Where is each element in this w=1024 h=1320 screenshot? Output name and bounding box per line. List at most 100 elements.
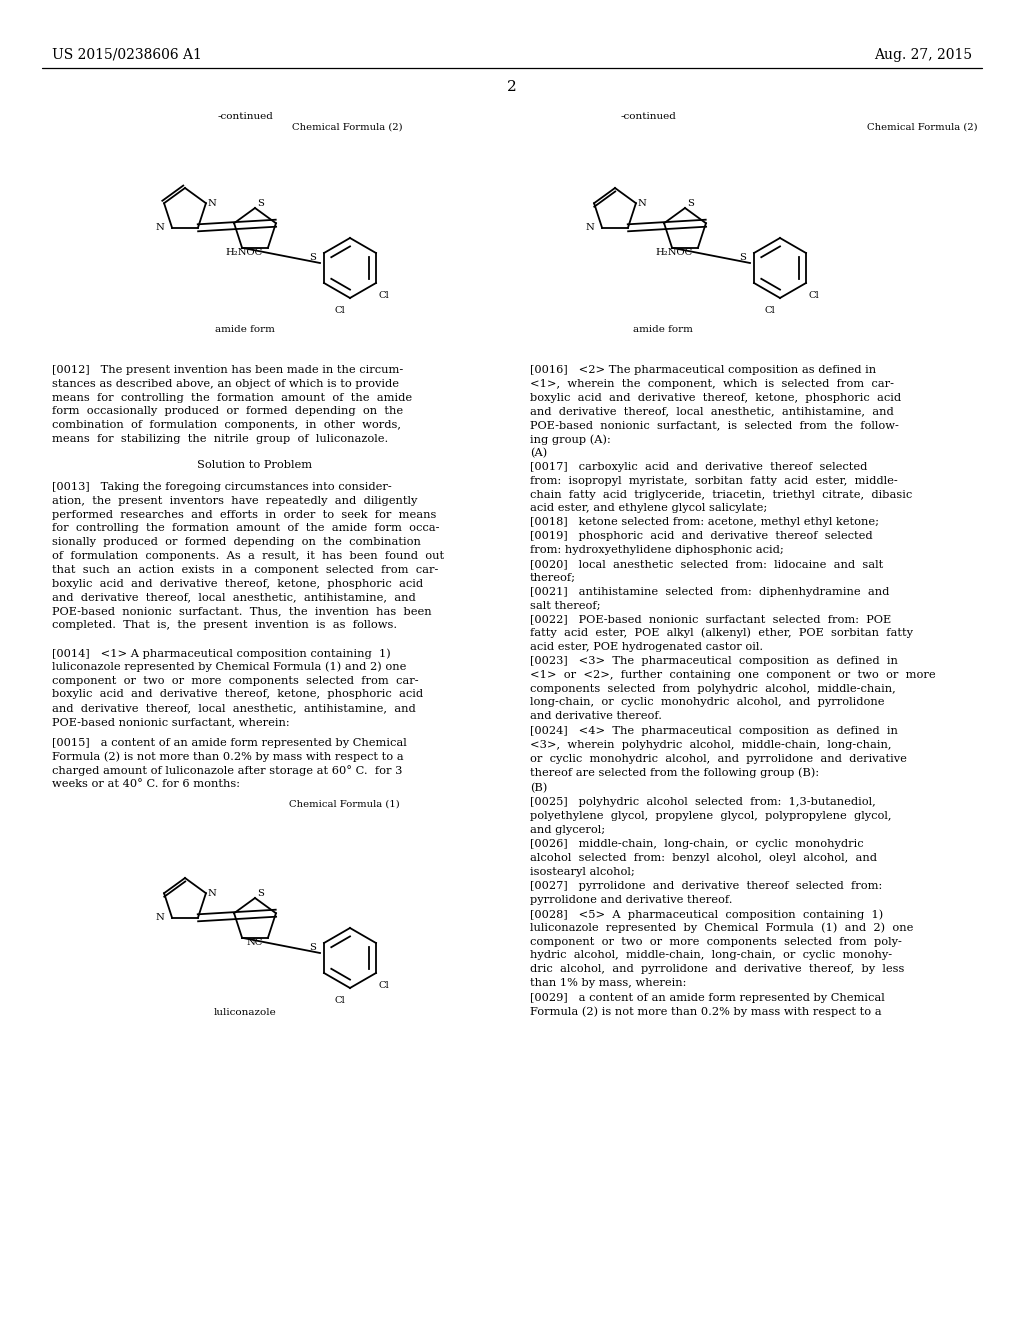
Text: [0021]   antihistamine  selected  from:  diphenhydramine  and: [0021] antihistamine selected from: diph…	[530, 587, 890, 597]
Text: POE-based nonionic surfactant, wherein:: POE-based nonionic surfactant, wherein:	[52, 717, 290, 727]
Text: [0027]   pyrrolidone  and  derivative  thereof  selected  from:: [0027] pyrrolidone and derivative thereo…	[530, 880, 883, 891]
Text: long-chain,  or  cyclic  monohydric  alcohol,  and  pyrrolidone: long-chain, or cyclic monohydric alcohol…	[530, 697, 885, 708]
Text: Formula (2) is not more than 0.2% by mass with respect to a: Formula (2) is not more than 0.2% by mas…	[52, 752, 403, 763]
Text: Aug. 27, 2015: Aug. 27, 2015	[873, 48, 972, 62]
Text: components  selected  from  polyhydric  alcohol,  middle-chain,: components selected from polyhydric alco…	[530, 684, 896, 693]
Text: amide form: amide form	[633, 325, 693, 334]
Text: [0022]   POE-based  nonionic  surfactant  selected  from:  POE: [0022] POE-based nonionic surfactant sel…	[530, 614, 891, 624]
Text: <1>  or  <2>,  further  containing  one  component  or  two  or  more: <1> or <2>, further containing one compo…	[530, 669, 936, 680]
Text: Chemical Formula (2): Chemical Formula (2)	[867, 123, 978, 132]
Text: alcohol  selected  from:  benzyl  alcohol,  oleyl  alcohol,  and: alcohol selected from: benzyl alcohol, o…	[530, 853, 877, 863]
Text: 2: 2	[507, 81, 517, 94]
Text: S: S	[739, 253, 746, 263]
Text: means  for  stabilizing  the  nitrile  group  of  luliconazole.: means for stabilizing the nitrile group …	[52, 434, 388, 444]
Text: Chemical Formula (2): Chemical Formula (2)	[293, 123, 403, 132]
Text: Cl: Cl	[379, 981, 390, 990]
Text: Formula (2) is not more than 0.2% by mass with respect to a: Formula (2) is not more than 0.2% by mas…	[530, 1007, 882, 1018]
Text: N: N	[208, 888, 217, 898]
Text: N: N	[208, 199, 217, 207]
Text: chain  fatty  acid  triglyceride,  triacetin,  triethyl  citrate,  dibasic: chain fatty acid triglyceride, triacetin…	[530, 490, 912, 499]
Text: combination  of  formulation  components,  in  other  words,: combination of formulation components, i…	[52, 420, 401, 430]
Text: component  or  two  or  more  components  selected  from  car-: component or two or more components sele…	[52, 676, 419, 685]
Text: and  derivative  thereof,  local  anesthetic,  antihistamine,  and: and derivative thereof, local anesthetic…	[530, 407, 894, 416]
Text: N: N	[156, 913, 164, 923]
Text: stances as described above, an object of which is to provide: stances as described above, an object of…	[52, 379, 399, 389]
Text: hydric  alcohol,  middle-chain,  long-chain,  or  cyclic  monohy-: hydric alcohol, middle-chain, long-chain…	[530, 950, 892, 961]
Text: for  controlling  the  formation  amount  of  the  amide  form  occa-: for controlling the formation amount of …	[52, 524, 439, 533]
Text: Cl: Cl	[764, 306, 775, 315]
Text: luliconazole represented by Chemical Formula (1) and 2) one: luliconazole represented by Chemical For…	[52, 661, 407, 672]
Text: luliconazole  represented  by  Chemical  Formula  (1)  and  2)  one: luliconazole represented by Chemical For…	[530, 923, 913, 933]
Text: performed  researches  and  efforts  in  order  to  seek  for  means: performed researches and efforts in orde…	[52, 510, 436, 520]
Text: NC: NC	[247, 939, 263, 948]
Text: form  occasionally  produced  or  formed  depending  on  the: form occasionally produced or formed dep…	[52, 407, 403, 416]
Text: POE-based  nonionic  surfactant,  is  selected  from  the  follow-: POE-based nonionic surfactant, is select…	[530, 420, 899, 430]
Text: that  such  an  action  exists  in  a  component  selected  from  car-: that such an action exists in a componen…	[52, 565, 438, 574]
Text: thereof;: thereof;	[530, 573, 575, 583]
Text: acid ester, POE hydrogenated castor oil.: acid ester, POE hydrogenated castor oil.	[530, 642, 763, 652]
Text: [0023]   <3>  The  pharmaceutical  composition  as  defined  in: [0023] <3> The pharmaceutical compositio…	[530, 656, 898, 667]
Text: charged amount of luliconazole after storage at 60° C.  for 3: charged amount of luliconazole after sto…	[52, 766, 402, 776]
Text: luliconazole: luliconazole	[214, 1008, 276, 1016]
Text: and  derivative  thereof,  local  anesthetic,  antihistamine,  and: and derivative thereof, local anesthetic…	[52, 593, 416, 602]
Text: boxylic  acid  and  derivative  thereof,  ketone,  phosphoric  acid: boxylic acid and derivative thereof, ket…	[530, 392, 901, 403]
Text: or  cyclic  monohydric  alcohol,  and  pyrrolidone  and  derivative: or cyclic monohydric alcohol, and pyrrol…	[530, 754, 907, 763]
Text: boxylic  acid  and  derivative  thereof,  ketone,  phosphoric  acid: boxylic acid and derivative thereof, ket…	[52, 689, 423, 700]
Text: S: S	[309, 944, 316, 953]
Text: POE-based  nonionic  surfactant.  Thus,  the  invention  has  been: POE-based nonionic surfactant. Thus, the…	[52, 606, 432, 616]
Text: [0013]   Taking the foregoing circumstances into consider-: [0013] Taking the foregoing circumstance…	[52, 482, 392, 492]
Text: sionally  produced  or  formed  depending  on  the  combination: sionally produced or formed depending on…	[52, 537, 421, 548]
Text: [0012]   The present invention has been made in the circum-: [0012] The present invention has been ma…	[52, 366, 403, 375]
Text: completed.  That  is,  the  present  invention  is  as  follows.: completed. That is, the present inventio…	[52, 620, 397, 630]
Text: Cl: Cl	[809, 290, 820, 300]
Text: (A): (A)	[530, 447, 547, 458]
Text: N: N	[638, 199, 647, 207]
Text: [0028]   <5>  A  pharmaceutical  composition  containing  1): [0028] <5> A pharmaceutical composition …	[530, 909, 884, 920]
Text: than 1% by mass, wherein:: than 1% by mass, wherein:	[530, 978, 686, 987]
Text: -continued: -continued	[217, 112, 273, 121]
Text: [0019]   phosphoric  acid  and  derivative  thereof  selected: [0019] phosphoric acid and derivative th…	[530, 531, 872, 541]
Text: amide form: amide form	[215, 325, 274, 334]
Text: (B): (B)	[530, 783, 548, 793]
Text: dric  alcohol,  and  pyrrolidone  and  derivative  thereof,  by  less: dric alcohol, and pyrrolidone and deriva…	[530, 964, 904, 974]
Text: N: N	[586, 223, 594, 232]
Text: and derivative thereof.: and derivative thereof.	[530, 711, 662, 721]
Text: Cl: Cl	[334, 306, 345, 315]
Text: [0018]   ketone selected from: acetone, methyl ethyl ketone;: [0018] ketone selected from: acetone, me…	[530, 517, 879, 527]
Text: means  for  controlling  the  formation  amount  of  the  amide: means for controlling the formation amou…	[52, 392, 412, 403]
Text: pyrrolidone and derivative thereof.: pyrrolidone and derivative thereof.	[530, 895, 732, 904]
Text: Cl: Cl	[334, 997, 345, 1005]
Text: [0026]   middle-chain,  long-chain,  or  cyclic  monohydric: [0026] middle-chain, long-chain, or cycl…	[530, 840, 863, 849]
Text: Solution to Problem: Solution to Problem	[198, 459, 312, 470]
Text: component  or  two  or  more  components  selected  from  poly-: component or two or more components sele…	[530, 937, 902, 946]
Text: S: S	[687, 198, 694, 207]
Text: salt thereof;: salt thereof;	[530, 601, 600, 611]
Text: and glycerol;: and glycerol;	[530, 825, 605, 834]
Text: from:  isopropyl  myristate,  sorbitan  fatty  acid  ester,  middle-: from: isopropyl myristate, sorbitan fatt…	[530, 475, 898, 486]
Text: isostearyl alcohol;: isostearyl alcohol;	[530, 867, 635, 876]
Text: -continued: -continued	[621, 112, 676, 121]
Text: H₂NOC: H₂NOC	[225, 248, 263, 257]
Text: from: hydroxyethylidene diphosphonic acid;: from: hydroxyethylidene diphosphonic aci…	[530, 545, 783, 554]
Text: fatty  acid  ester,  POE  alkyl  (alkenyl)  ether,  POE  sorbitan  fatty: fatty acid ester, POE alkyl (alkenyl) et…	[530, 628, 913, 639]
Text: weeks or at 40° C. for 6 months:: weeks or at 40° C. for 6 months:	[52, 779, 240, 789]
Text: N: N	[156, 223, 164, 232]
Text: boxylic  acid  and  derivative  thereof,  ketone,  phosphoric  acid: boxylic acid and derivative thereof, ket…	[52, 578, 423, 589]
Text: of  formulation  components.  As  a  result,  it  has  been  found  out: of formulation components. As a result, …	[52, 550, 444, 561]
Text: [0024]   <4>  The  pharmaceutical  composition  as  defined  in: [0024] <4> The pharmaceutical compositio…	[530, 726, 898, 737]
Text: S: S	[309, 253, 316, 263]
Text: and  derivative  thereof,  local  anesthetic,  antihistamine,  and: and derivative thereof, local anesthetic…	[52, 704, 416, 713]
Text: ation,  the  present  inventors  have  repeatedly  and  diligently: ation, the present inventors have repeat…	[52, 496, 418, 506]
Text: Cl: Cl	[379, 290, 390, 300]
Text: [0025]   polyhydric  alcohol  selected  from:  1,3-butanediol,: [0025] polyhydric alcohol selected from:…	[530, 797, 876, 807]
Text: [0029]   a content of an amide form represented by Chemical: [0029] a content of an amide form repres…	[530, 993, 885, 1003]
Text: [0015]   a content of an amide form represented by Chemical: [0015] a content of an amide form repres…	[52, 738, 407, 748]
Text: Chemical Formula (1): Chemical Formula (1)	[289, 800, 400, 809]
Text: <1>,  wherein  the  component,  which  is  selected  from  car-: <1>, wherein the component, which is sel…	[530, 379, 894, 389]
Text: [0016]   <2> The pharmaceutical composition as defined in: [0016] <2> The pharmaceutical compositio…	[530, 366, 877, 375]
Text: S: S	[257, 888, 264, 898]
Text: [0020]   local  anesthetic  selected  from:  lidocaine  and  salt: [0020] local anesthetic selected from: l…	[530, 558, 884, 569]
Text: ing group (A):: ing group (A):	[530, 434, 610, 445]
Text: thereof are selected from the following group (B):: thereof are selected from the following …	[530, 767, 819, 777]
Text: [0017]   carboxylic  acid  and  derivative  thereof  selected: [0017] carboxylic acid and derivative th…	[530, 462, 867, 473]
